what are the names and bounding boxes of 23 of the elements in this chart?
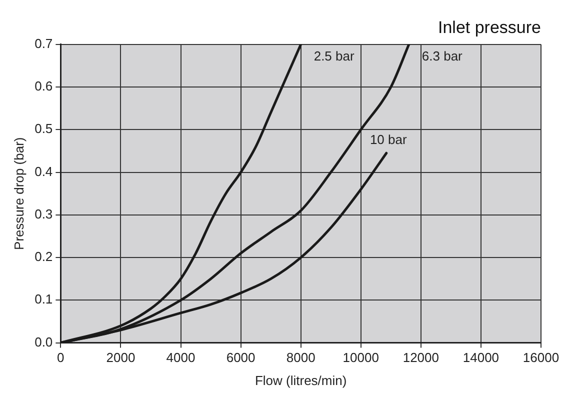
y-tick-label: 0.5 xyxy=(34,121,53,136)
x-tick-label: 6000 xyxy=(226,350,256,366)
series-label: 10 bar xyxy=(370,132,408,148)
y-tick-label: 0.0 xyxy=(34,334,53,350)
y-axis-title: Pressure drop (bar) xyxy=(11,137,26,250)
x-tick-label: 16000 xyxy=(522,350,560,366)
x-tick-label: 0 xyxy=(57,350,64,366)
series-label: 6.3 bar xyxy=(422,48,464,64)
x-tick-label: 10000 xyxy=(342,350,379,366)
y-tick-label: 0.6 xyxy=(34,78,53,94)
x-tick-label: 12000 xyxy=(402,350,439,366)
x-tick-label: 14000 xyxy=(462,350,500,366)
chart-title: Inlet pressure xyxy=(438,18,541,37)
y-tick-label: 0.2 xyxy=(34,249,53,264)
x-tick-label: 2000 xyxy=(106,350,136,366)
y-tick-label: 0.3 xyxy=(34,206,53,222)
x-tick-label: 8000 xyxy=(286,350,316,366)
x-tick-label: 4000 xyxy=(166,350,196,366)
series-label: 2.5 bar xyxy=(314,48,355,64)
x-axis-title: Flow (litres/min) xyxy=(254,372,347,388)
y-tick-label: 0.4 xyxy=(34,164,53,179)
y-tick-label: 0.1 xyxy=(34,292,53,307)
y-tick-label: 0.7 xyxy=(34,36,53,51)
